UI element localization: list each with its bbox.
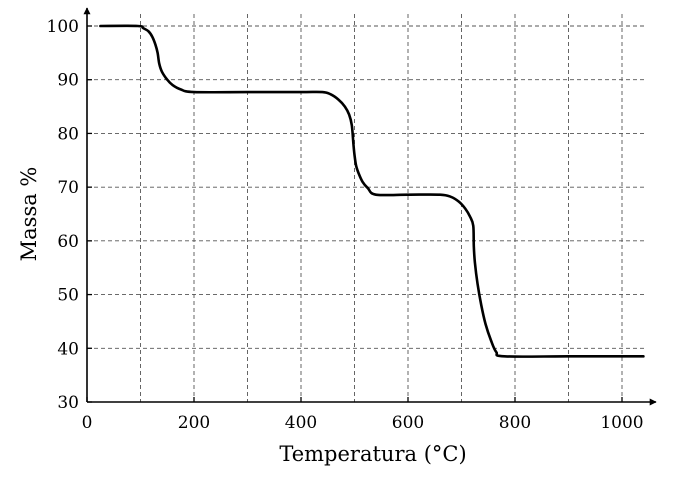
y-tick-label: 50 [57, 286, 79, 306]
y-tick-label: 30 [57, 393, 79, 413]
y-tick-label: 80 [57, 124, 79, 144]
y-tick-label: 90 [57, 71, 79, 91]
y-tick-label: 70 [57, 178, 79, 198]
x-tick-label: 600 [392, 413, 424, 433]
x-tick-label: 200 [178, 413, 210, 433]
x-tick-label: 0 [82, 413, 93, 433]
x-tick-label: 800 [499, 413, 531, 433]
x-tick-label: 1000 [600, 413, 643, 433]
curve-layer [99, 24, 645, 358]
tick-labels-layer: 0 200 400 600 800 1000 30 40 50 60 70 80 90 100 [47, 17, 644, 433]
grid-layer [87, 14, 645, 402]
y-tick-label: 40 [57, 339, 79, 359]
y-axis-label: Massa % [17, 167, 41, 262]
y-tick-label: 60 [57, 232, 79, 252]
mass-curve [99, 24, 645, 358]
x-axis-label: Temperatura (°C) [279, 442, 466, 466]
ticks-layer [86, 25, 623, 403]
axes-layer [83, 7, 657, 406]
x-tick-label: 400 [285, 413, 317, 433]
y-tick-label: 100 [47, 17, 79, 37]
